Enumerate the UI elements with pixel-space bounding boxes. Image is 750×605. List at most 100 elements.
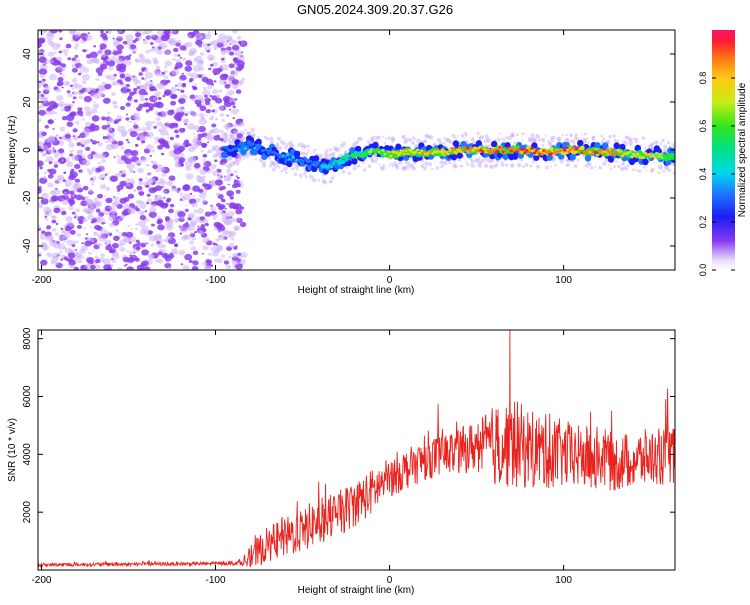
noise-blob <box>87 32 90 35</box>
noise-blob <box>65 43 72 49</box>
noise-blob <box>163 50 171 56</box>
noise-blob <box>70 168 75 172</box>
noise-blob <box>194 82 198 86</box>
noise-blob <box>159 110 168 118</box>
track-haze <box>615 160 618 163</box>
noise-blob <box>240 252 248 258</box>
noise-blob <box>197 133 204 139</box>
snr-xtick-label: -200 <box>31 575 51 586</box>
spectrogram-xtick-label: 100 <box>555 275 572 286</box>
noise-blob <box>138 84 145 90</box>
noise-blob <box>153 125 158 129</box>
noise-blob <box>145 179 154 186</box>
track-blob <box>565 146 569 150</box>
noise-blob <box>231 44 240 51</box>
noise-blob <box>207 137 213 142</box>
track-blob <box>601 152 605 156</box>
noise-blob <box>77 259 83 264</box>
noise-blob <box>106 124 111 128</box>
track-haze <box>574 136 577 139</box>
noise-blob <box>191 138 198 144</box>
track-blob <box>350 152 355 156</box>
noise-blob <box>184 123 188 126</box>
track-haze <box>491 165 494 168</box>
noise-blob <box>161 252 169 259</box>
noise-blob <box>82 242 85 245</box>
track-haze <box>521 132 525 136</box>
track-haze <box>319 153 323 158</box>
track-blob <box>340 159 346 165</box>
noise-blob <box>79 70 84 74</box>
colorbar-label: Normalized spectral amplitude <box>737 82 748 217</box>
track-haze <box>532 137 537 142</box>
noise-blob <box>75 215 80 219</box>
track-haze <box>391 164 395 168</box>
noise-blob <box>197 188 204 193</box>
noise-blob <box>63 171 67 174</box>
track-haze <box>629 143 633 147</box>
track-haze <box>335 147 341 152</box>
noise-blob <box>206 259 211 264</box>
noise-blob <box>121 169 126 173</box>
noise-blob <box>99 184 107 190</box>
noise-blob <box>228 51 235 56</box>
track-haze <box>391 141 394 144</box>
track-haze <box>500 137 503 140</box>
noise-blob <box>124 76 132 82</box>
track-haze <box>470 159 475 164</box>
noise-blob <box>213 45 219 49</box>
noise-blob <box>119 197 127 204</box>
noise-blob <box>125 117 130 121</box>
spectrogram-ytick-label: -20 <box>22 190 33 205</box>
noise-blob <box>234 227 239 231</box>
track-blob <box>276 153 280 156</box>
track-haze <box>312 177 317 183</box>
track-haze <box>530 133 535 137</box>
track-haze <box>254 158 257 161</box>
track-blob <box>662 155 667 159</box>
track-blob <box>526 151 531 155</box>
noise-blob <box>95 167 102 173</box>
track-blob <box>335 160 339 164</box>
track-haze <box>280 170 283 173</box>
noise-blob <box>66 121 74 127</box>
noise-blob <box>47 39 53 44</box>
noise-blob <box>91 115 100 122</box>
noise-blob <box>165 107 168 110</box>
noise-blob <box>134 30 142 34</box>
noise-blob <box>136 79 142 84</box>
track-haze <box>550 165 553 168</box>
track-haze <box>317 179 320 182</box>
noise-blob <box>81 118 85 121</box>
noise-blob <box>239 221 247 228</box>
noise-blob <box>154 141 158 144</box>
track-haze <box>424 134 429 139</box>
noise-blob <box>219 137 224 142</box>
noise-blob <box>163 202 169 207</box>
noise-blob <box>68 174 76 181</box>
noise-blob <box>98 235 107 242</box>
track-haze <box>490 159 494 163</box>
noise-blob <box>53 154 59 158</box>
track-haze <box>628 139 634 145</box>
track-blob <box>247 141 251 145</box>
noise-blob <box>81 74 90 81</box>
noise-blob <box>102 97 111 104</box>
noise-blob <box>117 140 124 146</box>
track-blob <box>578 147 582 151</box>
track-haze <box>397 162 400 165</box>
noise-blob <box>131 50 137 55</box>
track-haze <box>522 165 526 169</box>
noise-blob <box>38 30 47 34</box>
noise-blob <box>140 267 145 270</box>
noise-blob <box>132 75 136 78</box>
noise-blob <box>158 201 164 207</box>
track-blob <box>387 150 391 154</box>
noise-blob <box>89 226 93 229</box>
track-blob <box>486 149 491 153</box>
noise-blob <box>105 186 111 191</box>
track-haze <box>382 163 385 166</box>
track-haze <box>345 166 349 169</box>
noise-blob <box>100 53 107 58</box>
track-haze <box>227 138 230 142</box>
